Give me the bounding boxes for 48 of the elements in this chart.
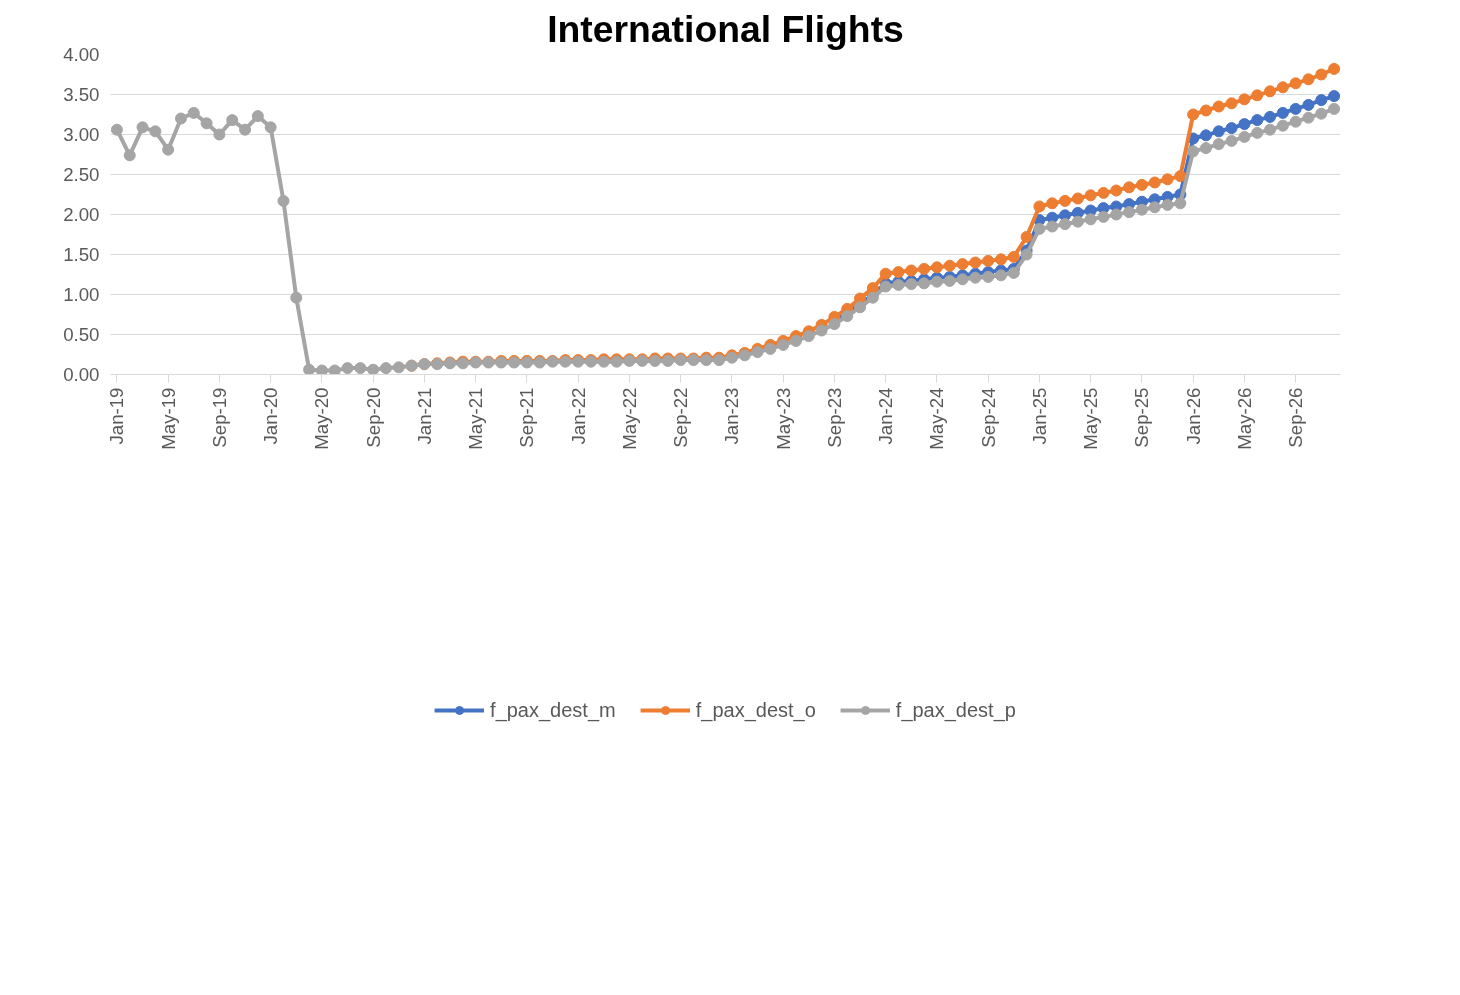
point — [1238, 118, 1251, 131]
x-tick-label: Jan-22 — [567, 387, 589, 445]
chart-title: International Flights — [547, 7, 904, 50]
point — [1302, 98, 1315, 111]
x-tick-label: May-21 — [465, 387, 487, 450]
x-tick-label: May-22 — [618, 387, 640, 450]
point — [1251, 114, 1264, 127]
point — [1289, 102, 1302, 115]
x-tick-label: Jan-25 — [1028, 387, 1050, 445]
point — [1264, 110, 1277, 123]
x-tick-label: Jan-26 — [1182, 387, 1204, 445]
x-tick-label: Sep-25 — [1131, 387, 1153, 448]
x-tick-label: Jan-20 — [260, 387, 282, 445]
legend-label: f_pax_dest_o — [695, 698, 816, 722]
x-tick-label: Sep-22 — [670, 387, 692, 448]
point — [1315, 94, 1328, 107]
y-tick-label: 0.00 — [63, 364, 100, 385]
y-tick-label: 3.00 — [63, 124, 100, 145]
y-tick-label: 2.50 — [63, 164, 100, 185]
point — [1212, 125, 1225, 138]
x-tick-label: Sep-20 — [362, 387, 384, 448]
legend-label: f_pax_dest_p — [895, 698, 1016, 722]
y-tick-label: 4.00 — [63, 44, 100, 65]
x-tick-label: Jan-23 — [721, 387, 743, 445]
y-tick-label: 1.00 — [63, 284, 100, 305]
x-tick-label: Sep-23 — [823, 387, 845, 448]
y-tick-label: 0.50 — [63, 324, 100, 345]
y-tick-label: 1.50 — [63, 244, 100, 265]
x-tick-label: May-23 — [772, 387, 794, 450]
y-tick-label: 3.50 — [63, 84, 100, 105]
x-tick-label: Jan-21 — [413, 387, 435, 445]
y-tick-label: 2.00 — [63, 204, 100, 225]
x-tick-label: Sep-24 — [977, 387, 999, 448]
x-tick-label: Jan-19 — [106, 387, 128, 445]
point — [1199, 129, 1212, 142]
point — [1276, 106, 1289, 119]
legend-label: f_pax_dest_m — [490, 698, 616, 722]
point — [1328, 90, 1341, 103]
x-tick-label: May-26 — [1233, 387, 1255, 450]
x-tick-label: May-19 — [157, 387, 179, 450]
x-tick-label: May-25 — [1080, 387, 1102, 450]
x-tick-label: Sep-19 — [208, 387, 230, 448]
x-tick-label: Sep-26 — [1285, 387, 1307, 448]
x-tick-label: Sep-21 — [516, 387, 538, 448]
x-tick-label: May-20 — [311, 387, 333, 450]
x-tick-label: May-24 — [926, 387, 948, 450]
point — [1225, 122, 1238, 135]
x-tick-label: Jan-24 — [875, 387, 897, 445]
